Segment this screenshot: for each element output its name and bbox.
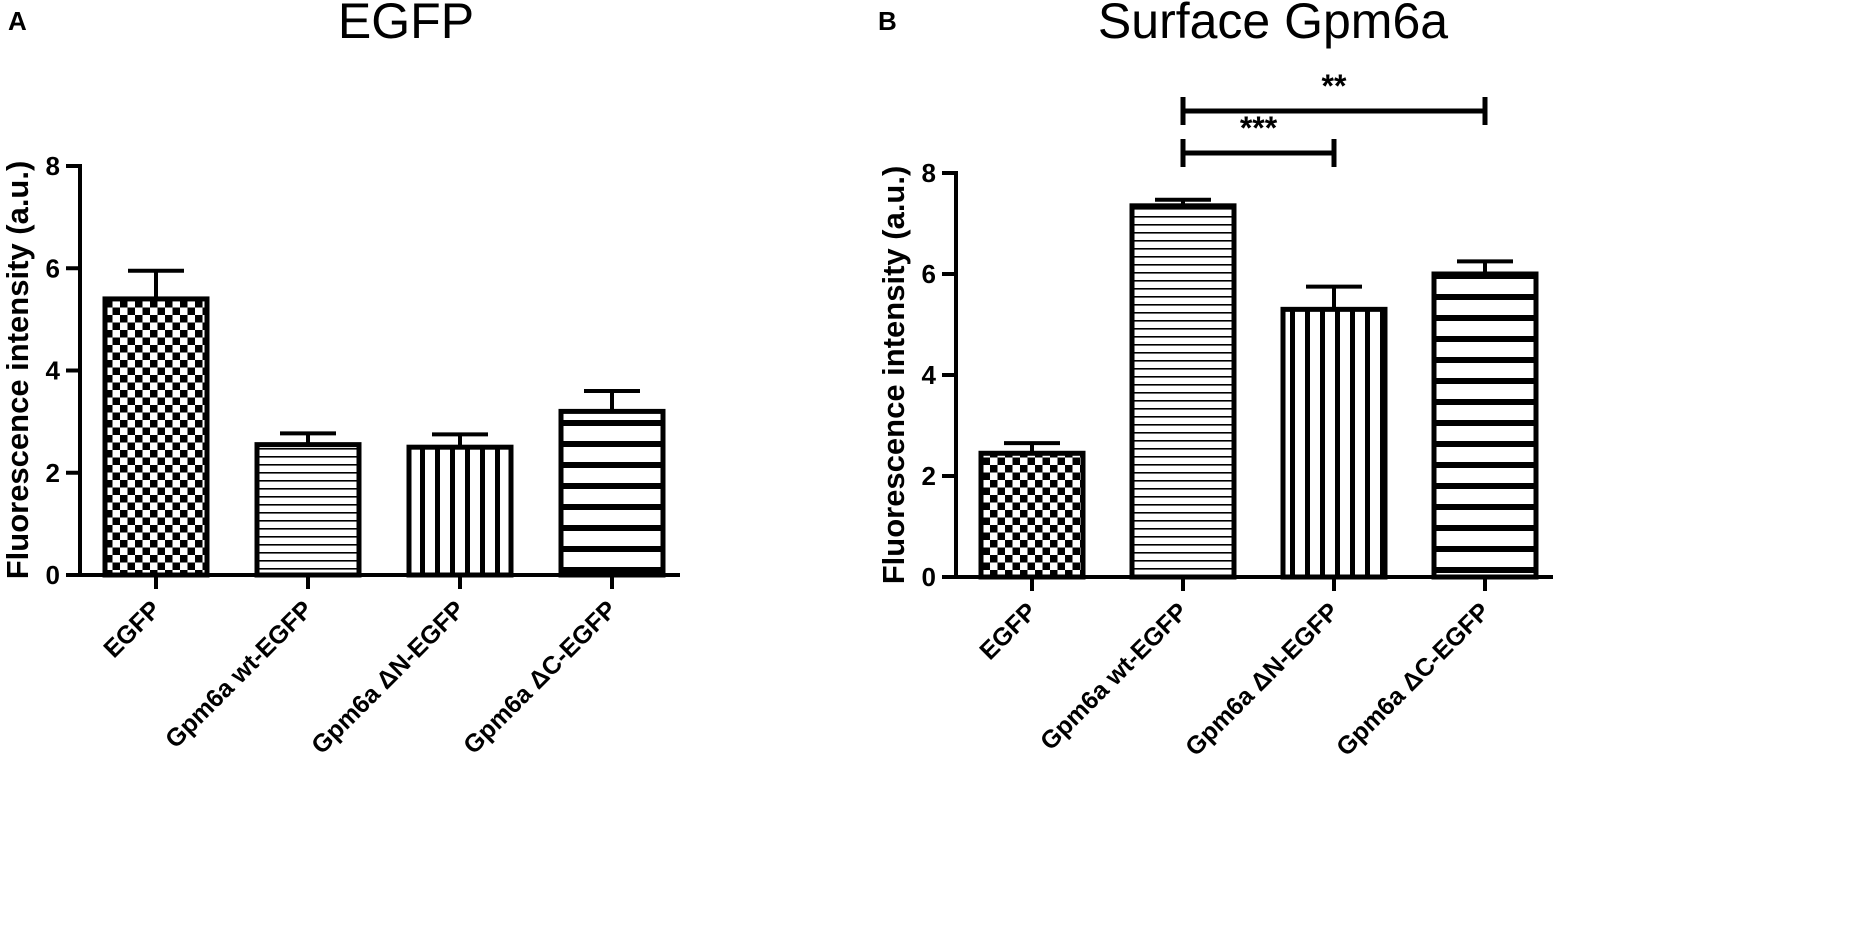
y-tick-label: 0 xyxy=(922,562,936,592)
y-tick-label: 4 xyxy=(922,360,937,390)
significance-label: *** xyxy=(1240,110,1278,146)
y-tick-label: 8 xyxy=(922,158,936,188)
bar xyxy=(978,450,1086,580)
panel-letter: A xyxy=(8,6,27,36)
category-label: Gpm6a ΔN-EGFP xyxy=(1180,597,1344,761)
panel-letter: B xyxy=(878,6,897,36)
bar xyxy=(558,408,666,578)
category-label: EGFP xyxy=(98,595,166,663)
category-label: Gpm6a ΔN-EGFP xyxy=(306,595,470,759)
category-label: Gpm6a wt-EGFP xyxy=(1035,597,1193,755)
y-tick-label: 4 xyxy=(46,356,61,386)
category-label: Gpm6a wt-EGFP xyxy=(160,595,318,753)
category-label: Gpm6a ΔC-EGFP xyxy=(458,595,622,759)
category-label: EGFP xyxy=(974,597,1042,665)
y-tick-label: 6 xyxy=(922,259,936,289)
bar xyxy=(1431,271,1539,580)
bar xyxy=(102,296,210,578)
y-tick-label: 0 xyxy=(46,560,60,590)
category-label: Gpm6a ΔC-EGFP xyxy=(1331,597,1495,761)
bar xyxy=(1280,306,1388,580)
bar xyxy=(406,444,514,578)
chart-title: Surface Gpm6a xyxy=(1098,0,1448,49)
y-tick-label: 8 xyxy=(46,151,60,181)
bar xyxy=(254,442,362,578)
y-tick-label: 2 xyxy=(922,461,936,491)
panel-a: A EGFP Fluorescence intensity (a.u.) 0 2 4 6 8 E… xyxy=(0,0,680,760)
panel-b: B Surface Gpm6a Fluorescence intensity (a.… xyxy=(876,0,1553,762)
y-axis-label: Fluorescence intensity (a.u.) xyxy=(876,166,911,585)
y-tick-label: 6 xyxy=(46,253,60,283)
chart-title: EGFP xyxy=(338,0,474,49)
y-tick-label: 2 xyxy=(46,458,60,488)
significance-label: ** xyxy=(1322,68,1347,104)
y-axis-label: Fluorescence intensity (a.u.) xyxy=(0,161,35,580)
bar xyxy=(1129,203,1237,580)
